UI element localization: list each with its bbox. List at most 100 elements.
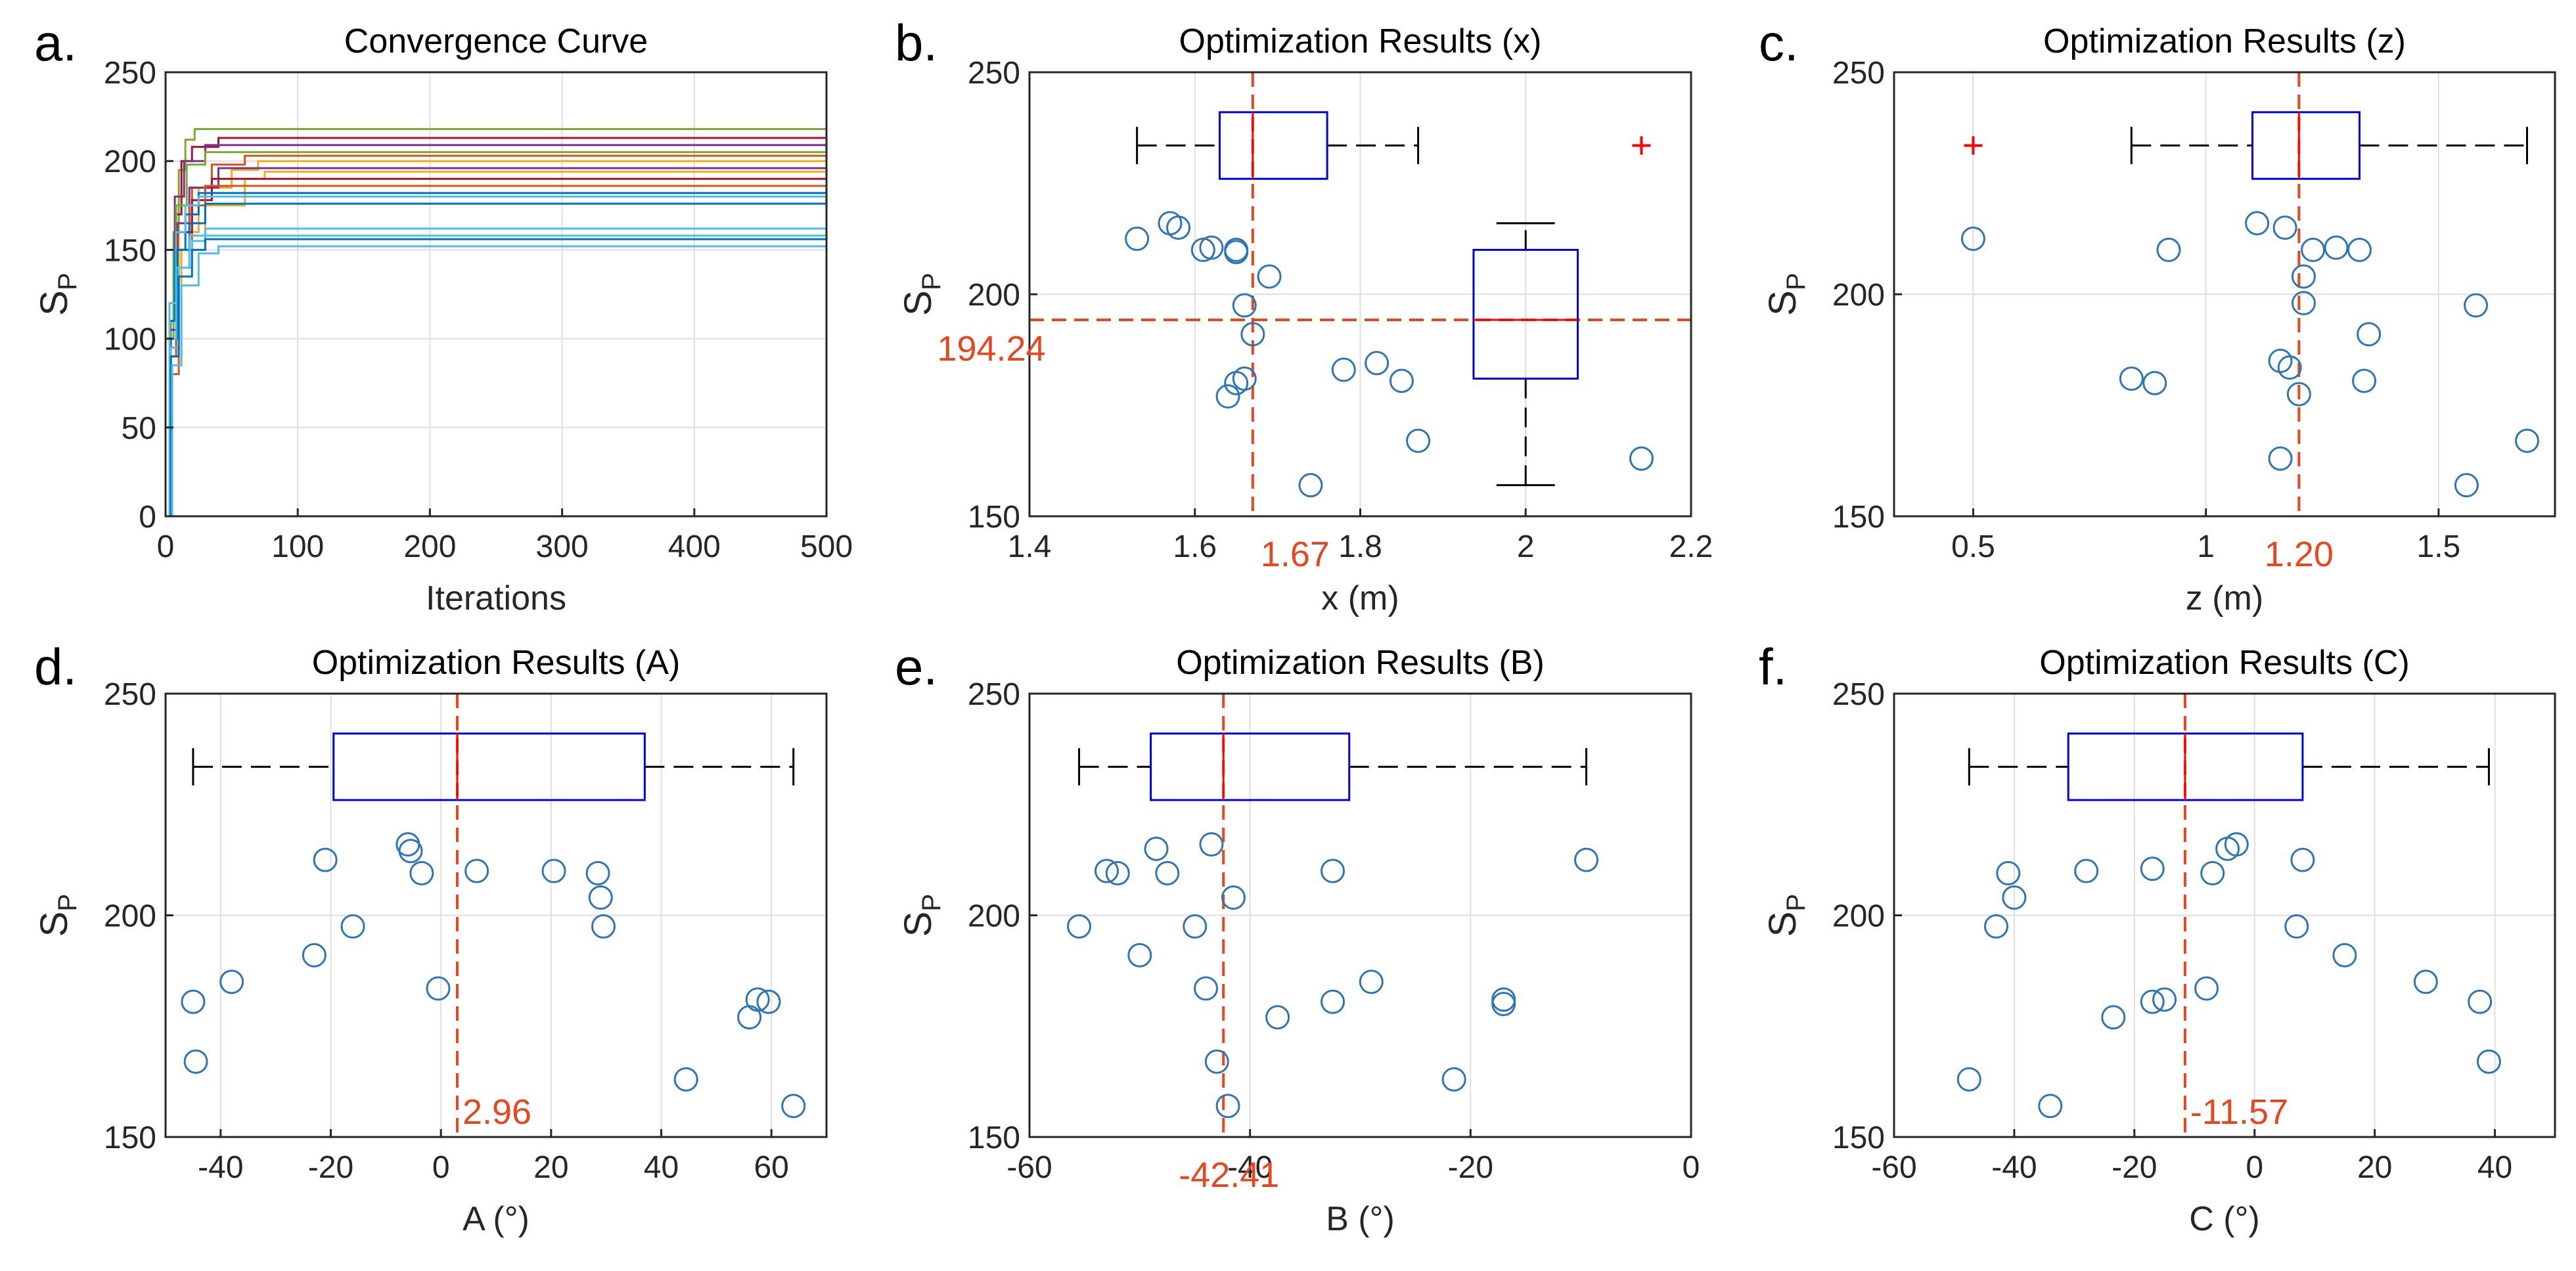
panel-c-boxplot-box xyxy=(2251,111,2361,180)
panel-f-data-point-1 xyxy=(1956,1067,1981,1092)
panel-b-data-point-19 xyxy=(1629,446,1654,471)
panel-f-x-axis-label: C (°) xyxy=(2189,1200,2259,1238)
panel-b-letter: b. xyxy=(895,14,938,72)
panel-b-data-point-16 xyxy=(1389,368,1414,393)
panel-c-x-tick-label-0: 0.5 xyxy=(1951,529,1995,564)
panel-a-y-tick-label-3: 150 xyxy=(104,233,156,268)
panel-f-x-tick-label-4: 20 xyxy=(2357,1150,2392,1185)
panel-d-x-tick-label-3: 20 xyxy=(533,1150,568,1185)
panel-e-data-point-7 xyxy=(1183,914,1208,939)
panel-d-y-tick-label-2: 250 xyxy=(104,677,156,712)
panel-c-data-point-17 xyxy=(2357,322,2382,347)
panel-e: -60 -40 -20 0 150 200 250 Optimization Results … xyxy=(895,638,1700,1238)
panel-d-content xyxy=(181,694,806,1137)
panel-e-vline-annotation: -42.41 xyxy=(1179,1155,1279,1195)
panel-c-y-tick-label-0: 150 xyxy=(1832,500,1885,535)
panel-f-letter: f. xyxy=(1759,638,1787,696)
panel-c-data-point-12 xyxy=(2301,237,2326,262)
panel-f-data-point-2 xyxy=(1983,914,2008,939)
panel-f-y-tick-label-0: 150 xyxy=(1832,1121,1885,1155)
panel-e-y-axis-label-sub: P xyxy=(917,894,946,912)
panel-a-series-line-15 xyxy=(166,227,826,516)
panel-d-data-point-6 xyxy=(340,914,365,939)
panel-b-data-point-12 xyxy=(1224,370,1249,395)
panel-f-data-point-15 xyxy=(2284,914,2309,939)
panel-e-data-point-16 xyxy=(1359,970,1384,994)
panel-c-data-point-11 xyxy=(2291,264,2316,289)
panel-f-data-point-3 xyxy=(1996,860,2021,885)
panel-e-data-point-9 xyxy=(1204,1049,1229,1074)
panel-e-x-tick-label-1: -40 xyxy=(1227,1150,1273,1185)
panel-c-data-point-20 xyxy=(2514,428,2539,453)
panel-a-y-axis-label: SP xyxy=(33,273,82,315)
panel-f-x-tick-label-0: -60 xyxy=(1871,1150,1916,1185)
panel-f-y-axis-label-sub: P xyxy=(1782,894,1811,912)
panel-d-data-point-13 xyxy=(585,860,610,885)
panel-f-data-point-10 xyxy=(2152,987,2177,1012)
panel-c-data-point-7 xyxy=(2272,215,2297,240)
panel-a: 0 100 200 300 400 500 0 50 100 150 200 250 Convergen… xyxy=(33,14,853,617)
panel-e-data-point-14 xyxy=(1321,858,1345,883)
panel-f-content xyxy=(1956,694,2501,1137)
panel-b-data-point-1 xyxy=(1125,227,1150,251)
panel-e-x-tick-label-0: -60 xyxy=(1006,1150,1052,1185)
panel-c-data-point-10 xyxy=(2291,291,2316,316)
panel-f-data-point-8 xyxy=(2140,857,2165,881)
panel-a-letter: a. xyxy=(34,14,77,72)
panel-e-data-point-19 xyxy=(1441,1067,1466,1092)
panel-d-data-point-1 xyxy=(181,989,206,1014)
panel-e-y-tick-label-0: 150 xyxy=(968,1121,1020,1155)
panel-e-y-axis-label: SP xyxy=(897,894,946,937)
panel-a-x-tick-label-3: 300 xyxy=(536,529,589,564)
panel-e-y-tick-label-1: 200 xyxy=(968,899,1020,934)
panel-d-data-point-4 xyxy=(302,943,327,968)
panel-b-x-tick-label-0: 1.4 xyxy=(1008,529,1052,564)
panel-f-x-tick-label-3: 0 xyxy=(2246,1150,2263,1185)
panel-e-title: Optimization Results (B) xyxy=(1176,644,1545,682)
panel-d-x-tick-label-2: 0 xyxy=(432,1150,450,1185)
panel-f-data-point-16 xyxy=(2290,847,2315,872)
panel-b-data-point-17 xyxy=(1406,428,1431,453)
panel-f-y-axis-label: SP xyxy=(1761,894,1811,937)
panel-f-x-tick-label-5: 40 xyxy=(2477,1150,2512,1185)
panel-c-data-point-8 xyxy=(2277,355,2302,380)
panel-b-data-point-14 xyxy=(1331,357,1356,382)
panel-e-data-point-15 xyxy=(1321,989,1345,1014)
panel-c-data-point-3 xyxy=(2142,370,2167,395)
panel-d-data-point-3 xyxy=(219,970,244,994)
panel-b-y-tick-label-1: 200 xyxy=(968,278,1020,313)
panel-d-data-point-12 xyxy=(541,858,566,883)
panel-f-y-tick-label-1: 200 xyxy=(1832,899,1885,934)
panel-e-data-point-6 xyxy=(1155,860,1180,885)
panel-b: 1.4 1.6 1.8 2 2.2 150 200 250 Optimization Resul… xyxy=(895,14,1713,617)
panel-d-y-tick-label-1: 200 xyxy=(104,899,156,934)
panel-f-data-point-5 xyxy=(2038,1094,2063,1119)
panel-e-data-point-10 xyxy=(1221,885,1246,910)
panel-c-y-axis-label-sub: P xyxy=(1782,273,1811,290)
panel-e-data-point-20 xyxy=(1574,847,1599,872)
panel-b-x-axis-label: x (m) xyxy=(1321,579,1399,617)
panel-d-data-point-11 xyxy=(464,858,489,883)
panel-d-y-tick-label-0: 150 xyxy=(104,1121,156,1155)
panel-c-letter: c. xyxy=(1759,14,1799,72)
panel-e-y-axis-label-main: S xyxy=(897,912,939,937)
panel-c-data-point-19 xyxy=(2454,473,2479,498)
panel-b-title: Optimization Results (x) xyxy=(1179,22,1542,60)
panel-b-vline-annotation: 1.67 xyxy=(1261,535,1330,574)
panel-a-y-axis-label-main: S xyxy=(33,290,76,316)
panel-f-y-axis-label-main: S xyxy=(1761,912,1804,937)
panel-b-x-tick-label-3: 2 xyxy=(1517,529,1535,564)
panel-a-y-tick-label-1: 50 xyxy=(122,411,156,446)
panel-b-data-point-10 xyxy=(1240,322,1265,347)
panel-a-y-tick-label-2: 100 xyxy=(104,323,156,357)
panel-d-y-axis-label: SP xyxy=(33,894,82,937)
panel-b-data-point-3 xyxy=(1166,215,1191,240)
panel-c-y-tick-label-1: 200 xyxy=(1832,278,1885,313)
panel-d-data-point-9 xyxy=(409,860,434,885)
panel-f-title: Optimization Results (C) xyxy=(2039,644,2409,682)
panel-b-data-point-5 xyxy=(1199,235,1224,260)
panel-f-data-point-11 xyxy=(2194,976,2219,1001)
panel-f-data-point-6 xyxy=(2074,858,2099,883)
panel-f-data-point-12 xyxy=(2200,860,2225,885)
